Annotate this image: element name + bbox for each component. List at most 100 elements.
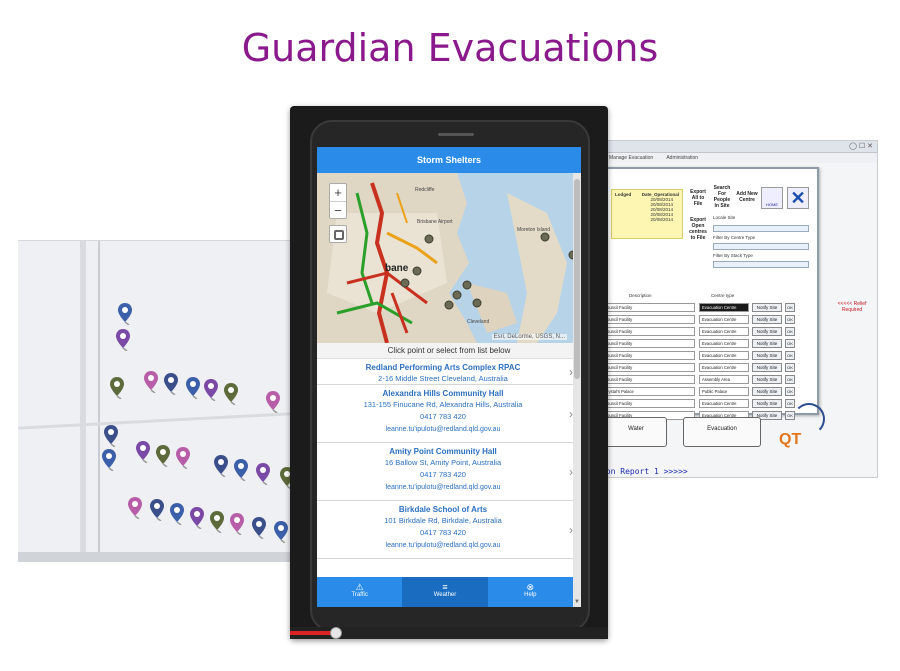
ok-button[interactable]: OK [785, 327, 795, 336]
scroll-thumb[interactable] [574, 179, 580, 379]
description-cell[interactable]: Council Facility [601, 327, 695, 336]
date-value: 20/08/2014 [650, 202, 673, 207]
map-pin-icon[interactable] [102, 449, 116, 471]
description-cell[interactable]: Crystal's Palace [601, 387, 695, 396]
date-value: 20/08/2014 [650, 197, 673, 202]
map-pin-icon[interactable] [176, 447, 190, 469]
description-cell[interactable]: Council Facility [601, 315, 695, 324]
map-pin-icon[interactable] [156, 445, 170, 467]
export-all-button[interactable]: Export All to File [690, 189, 706, 207]
map-pin-icon[interactable] [164, 373, 178, 395]
map-pin-icon[interactable] [104, 425, 118, 447]
water-gauge: Water [605, 417, 667, 447]
map-pin-icon[interactable] [170, 503, 184, 525]
centre-type-cell[interactable]: Assembly Area [699, 375, 749, 384]
centre-type-cell[interactable]: Evacuation Centre [699, 351, 749, 360]
centre-type-cell[interactable]: Evacuation Centre [699, 339, 749, 348]
tab-label: Weather [433, 592, 457, 598]
shelter-map[interactable]: Redcliffe Brisbane Airport Moreton Islan… [317, 173, 581, 343]
notify-site-button[interactable]: Notify Site [752, 327, 782, 336]
stack-type-select[interactable] [713, 261, 809, 268]
centre-type-cell[interactable]: Evacuation Centre [699, 363, 749, 372]
map-pin-icon[interactable] [118, 303, 132, 325]
ok-button[interactable]: OK [785, 303, 795, 312]
video-progress-bar[interactable] [290, 627, 608, 639]
description-cell[interactable]: Council Facility [601, 303, 695, 312]
list-item[interactable]: Amity Point Community Hall 16 Ballow St,… [317, 443, 581, 501]
export-open-button[interactable]: Export Open centres to File [689, 217, 707, 241]
map-pin-icon[interactable] [136, 441, 150, 463]
list-item[interactable]: Redland Performing Arts Complex RPAC 2-1… [317, 359, 581, 385]
centre-type-cell[interactable]: Evacuation Centre [699, 327, 749, 336]
zoom-out-button[interactable]: − [330, 201, 346, 218]
map-pin-icon[interactable] [204, 379, 218, 401]
tab-help[interactable]: ⊗ Help [488, 577, 573, 607]
notify-site-button[interactable]: Notify Site [752, 399, 782, 408]
notify-site-button[interactable]: Notify Site [752, 339, 782, 348]
ok-button[interactable]: OK [785, 387, 795, 396]
centre-type-cell[interactable]: Evacuation Centre [699, 303, 749, 312]
map-pin-icon[interactable] [144, 371, 158, 393]
map-pin-icon[interactable] [256, 463, 270, 485]
map-pin-icon[interactable] [274, 521, 288, 543]
map-pin-icon[interactable] [214, 455, 228, 477]
map-pin-icon[interactable] [190, 507, 204, 529]
ok-button[interactable]: OK [785, 375, 795, 384]
date-value: 20/08/2014 [650, 207, 673, 212]
centre-type-select[interactable] [713, 243, 809, 250]
map-pin-icon[interactable] [252, 517, 266, 539]
ok-button[interactable]: OK [785, 315, 795, 324]
locale-site-select[interactable] [713, 225, 809, 232]
tab-weather[interactable]: ≡ Weather [402, 577, 488, 607]
scroll-down-icon[interactable]: ▼ [574, 599, 580, 605]
map-pin-icon[interactable] [210, 511, 224, 533]
map-pin-icon[interactable] [234, 459, 248, 481]
tab-traffic[interactable]: ⚠ Traffic [317, 577, 402, 607]
desktop-app-screenshot: ◯ ☐ ✕ Manage Evacuation Administration L… [560, 140, 878, 478]
notify-site-button[interactable]: Notify Site [752, 363, 782, 372]
map-pin-icon[interactable] [224, 383, 238, 405]
qt-logo: QT [779, 431, 802, 448]
menu-item[interactable]: Administration [666, 155, 699, 161]
map-pin-icon[interactable] [116, 329, 130, 351]
notify-site-button[interactable]: Notify Site [752, 387, 782, 396]
map-pin-icon[interactable] [266, 391, 280, 413]
notify-site-button[interactable]: Notify Site [752, 315, 782, 324]
map-pin-icon[interactable] [150, 499, 164, 521]
map-pin-icon[interactable] [128, 497, 142, 519]
window-controls-icon[interactable]: ◯ ☐ ✕ [849, 143, 873, 150]
ok-button[interactable]: OK [785, 339, 795, 348]
ok-button[interactable]: OK [785, 351, 795, 360]
layers-button[interactable] [329, 225, 347, 243]
add-centre-button[interactable]: Add New Centre [736, 191, 758, 203]
list-item[interactable]: Alexandra Hills Community Hall 131-155 F… [317, 385, 581, 443]
window-titlebar: ◯ ☐ ✕ [561, 141, 877, 153]
close-button[interactable]: ✕ [787, 187, 809, 209]
zoom-in-button[interactable]: + [334, 185, 342, 200]
shelter-name: Alexandra Hills Community Hall [382, 389, 504, 398]
list-scrollbar[interactable]: ▼ [573, 173, 581, 607]
search-people-button[interactable]: Search For People In Site [713, 185, 731, 209]
notify-site-button[interactable]: Notify Site [752, 351, 782, 360]
map-pin-icon[interactable] [186, 377, 200, 399]
description-cell[interactable]: Council Facility [601, 351, 695, 360]
list-item[interactable]: Birkdale School of Arts 101 Birkdale Rd,… [317, 501, 581, 559]
notify-site-button[interactable]: Notify Site [752, 411, 782, 420]
menu-item[interactable]: Manage Evacuation [609, 155, 654, 161]
ok-button[interactable]: OK [785, 399, 795, 408]
notify-site-button[interactable]: Notify Site [752, 303, 782, 312]
map-pin-icon[interactable] [110, 377, 124, 399]
home-button[interactable]: HOME [761, 187, 783, 209]
description-cell[interactable]: Council Facility [601, 363, 695, 372]
map-pin-icon[interactable] [230, 513, 244, 535]
video-scrubber-handle[interactable] [330, 627, 342, 639]
description-cell[interactable]: Council Facility [601, 399, 695, 408]
centre-type-cell[interactable]: Public Palace [699, 387, 749, 396]
description-cell[interactable]: Council Facility [601, 339, 695, 348]
centre-type-cell[interactable]: Evacuation Centre [699, 399, 749, 408]
description-cell[interactable]: Council Facility [601, 375, 695, 384]
centre-type-cell[interactable]: Evacuation Centre [699, 315, 749, 324]
menu-bar: Manage Evacuation Administration [561, 153, 877, 163]
ok-button[interactable]: OK [785, 363, 795, 372]
notify-site-button[interactable]: Notify Site [752, 375, 782, 384]
